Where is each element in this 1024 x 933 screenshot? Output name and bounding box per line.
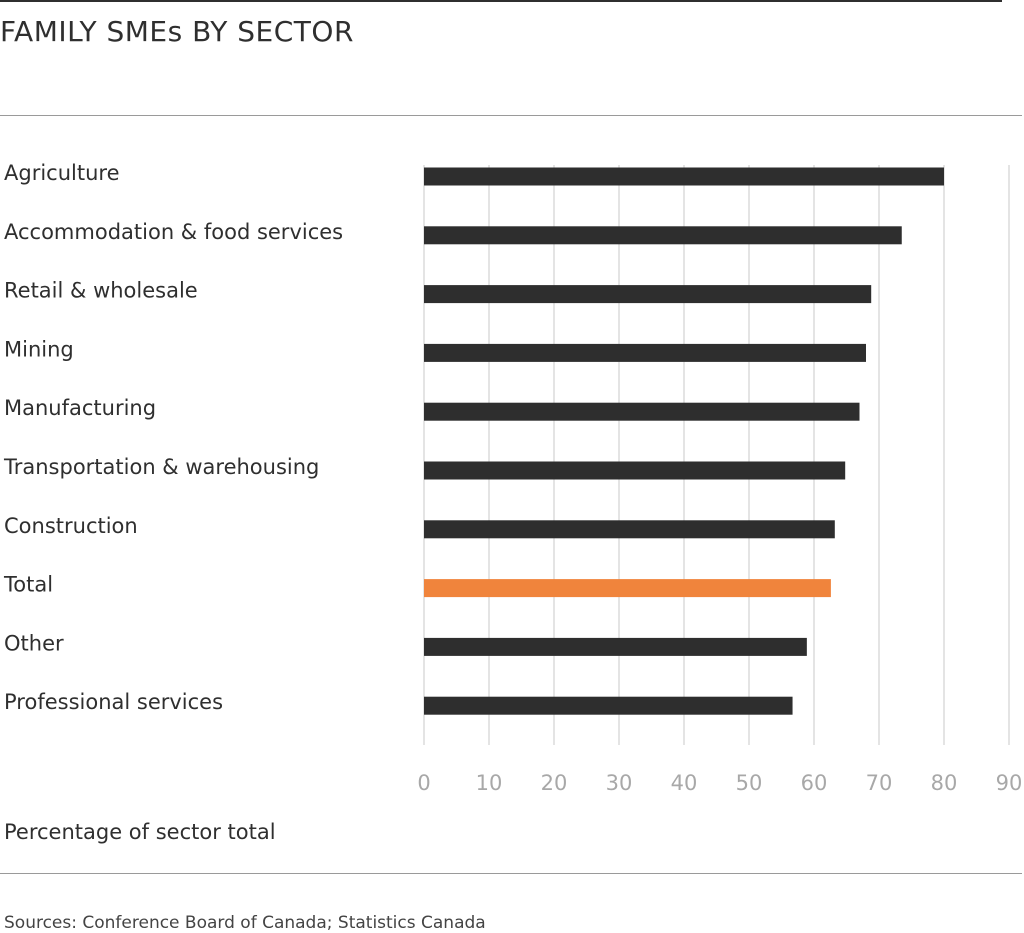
bar-professional-services bbox=[424, 696, 793, 715]
bar-total bbox=[424, 579, 831, 598]
category-label: Manufacturing bbox=[4, 396, 156, 420]
bar-accommodation-food-services bbox=[424, 226, 902, 245]
bar-transportation-warehousing bbox=[424, 461, 846, 480]
top-rule bbox=[0, 0, 1002, 2]
category-label: Total bbox=[3, 573, 53, 597]
x-tick-label: 30 bbox=[606, 771, 633, 795]
bar-other bbox=[424, 637, 807, 656]
x-tick-label: 40 bbox=[671, 771, 698, 795]
x-tick-label: 50 bbox=[736, 771, 763, 795]
x-tick-label: 20 bbox=[541, 771, 568, 795]
category-label: Mining bbox=[4, 337, 74, 361]
x-tick-label: 70 bbox=[866, 771, 893, 795]
category-label: Construction bbox=[4, 514, 138, 538]
x-tick-label: 10 bbox=[476, 771, 503, 795]
x-tick-label: 90 bbox=[996, 771, 1023, 795]
bar-retail-wholesale bbox=[424, 285, 872, 304]
category-label: Transportation & warehousing bbox=[3, 455, 319, 479]
x-axis-label: Percentage of sector total bbox=[4, 820, 276, 844]
category-label: Other bbox=[4, 631, 64, 655]
chart-title: FAMILY SMEs BY SECTOR bbox=[0, 15, 354, 48]
source-note: Sources: Conference Board of Canada; Sta… bbox=[4, 913, 486, 933]
bar-agriculture bbox=[424, 167, 944, 186]
bar-mining bbox=[424, 343, 866, 362]
bar-construction bbox=[424, 520, 835, 539]
x-tick-label: 0 bbox=[417, 771, 430, 795]
x-tick-label: 60 bbox=[801, 771, 828, 795]
header-divider bbox=[0, 115, 1022, 116]
x-tick-label: 80 bbox=[931, 771, 958, 795]
category-label: Accommodation & food services bbox=[4, 220, 343, 244]
footer-divider bbox=[0, 873, 1022, 874]
category-label: Professional services bbox=[4, 690, 223, 714]
category-label: Agriculture bbox=[4, 161, 120, 185]
category-label: Retail & wholesale bbox=[4, 279, 198, 303]
bar-chart: 0 10 20 30 40 50 60 70 80 90 Agriculture Accommodat… bbox=[3, 161, 1023, 795]
bar-manufacturing bbox=[424, 402, 860, 421]
